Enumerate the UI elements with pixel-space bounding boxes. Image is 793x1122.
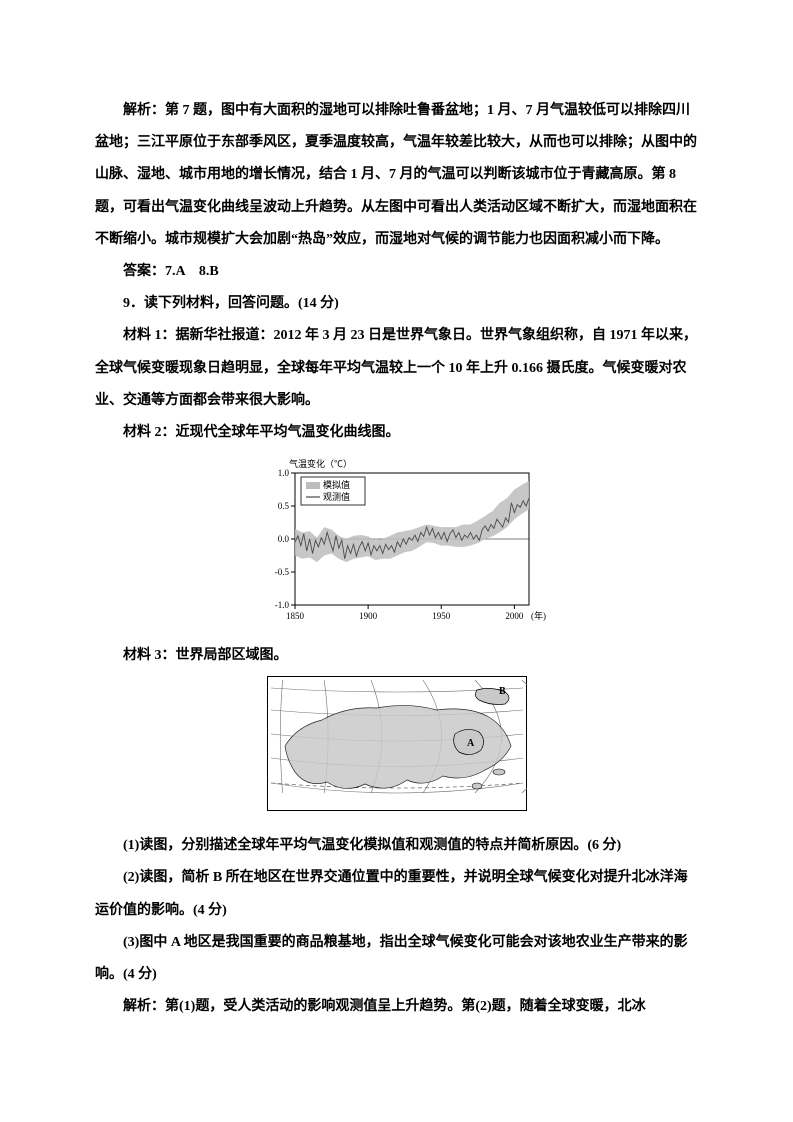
svg-text:-1.0: -1.0 [274,600,289,610]
svg-text:观测值: 观测值 [323,491,350,502]
paragraph-material-1: 材料 1：据新华社报道：2012 年 3 月 23 日是世界气象日。世界气象组织… [95,320,698,417]
paragraph-q9-intro: 9．读下列材料，回答问题。(14 分) [95,288,698,320]
svg-text:1900: 1900 [359,611,378,621]
svg-text:模拟值: 模拟值 [323,479,350,490]
svg-text:1850: 1850 [286,611,305,621]
paragraph-q9-1: (1)读图，分别描述全球年平均气温变化模拟值和观测值的特点并简析原因。(6 分) [95,830,698,862]
paragraph-material-2: 材料 2：近现代全球年平均气温变化曲线图。 [95,417,698,449]
paragraph-material-3: 材料 3：世界局部区域图。 [95,640,698,672]
svg-text:1950: 1950 [432,611,451,621]
svg-text:-0.5: -0.5 [274,567,289,577]
temperature-chart: 气温变化（℃）1.0 0.5 0.0 -0.5 -1.01850 1900 1950 2000… [95,455,698,630]
svg-text:A: A [467,738,475,749]
svg-text:(年): (年) [531,610,546,621]
svg-text:1.0: 1.0 [277,468,289,478]
svg-text:气温变化（℃）: 气温变化（℃） [289,458,352,469]
paragraph-q9-3: (3)图中 A 地区是我国重要的商品粮基地，指出全球气候变化可能会对该地农业生产… [95,927,698,991]
paragraph-analysis-q9: 解析：第(1)题，受人类活动的影响观测值呈上升趋势。第(2)题，随着全球变暖，北… [95,991,698,1023]
paragraph-q9-2: (2)读图，简析 B 所在地区在世界交通位置中的重要性，并说明全球气候变化对提升… [95,862,698,926]
svg-text:0.5: 0.5 [277,501,289,511]
svg-text:2000: 2000 [505,611,524,621]
svg-text:B: B [499,686,506,697]
svg-text:0.0: 0.0 [277,534,289,544]
paragraph-answer-7-8: 答案：7.A 8.B [95,256,698,288]
world-region-map: AB [95,676,698,816]
paragraph-analysis-7-8: 解析：第 7 题，图中有大面积的湿地可以排除吐鲁番盆地；1 月、7 月气温较低可… [95,95,698,256]
